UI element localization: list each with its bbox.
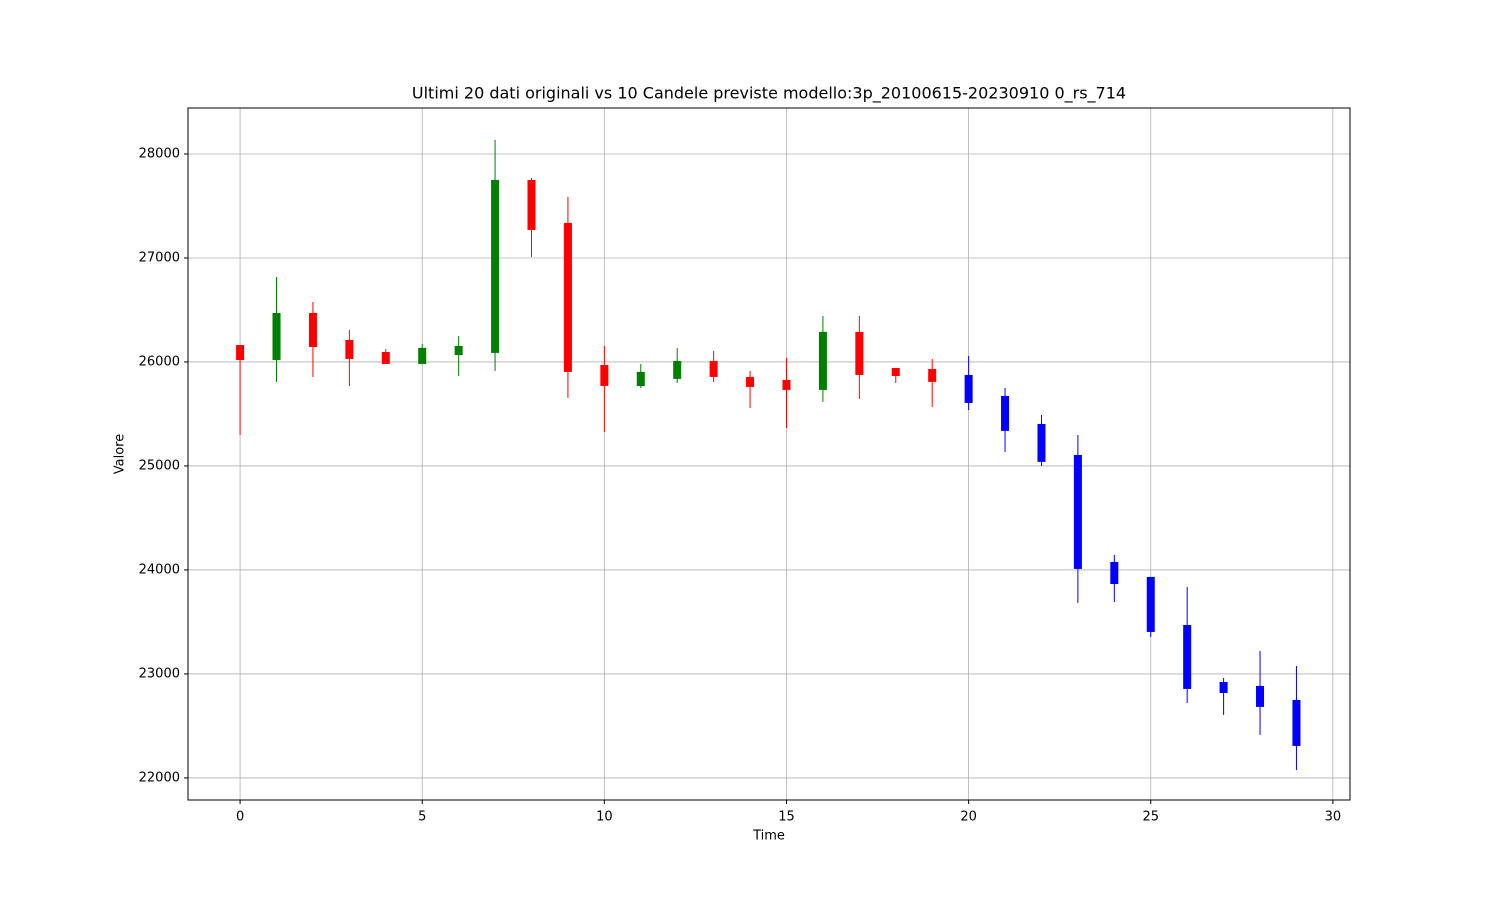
- y-tick-label: 24000: [139, 562, 180, 577]
- candle-body: [1037, 423, 1046, 462]
- candle-body: [782, 379, 791, 390]
- y-tick-label: 27000: [139, 250, 180, 265]
- candle-body: [673, 360, 682, 379]
- candle-body: [1219, 681, 1228, 693]
- candle-body: [1146, 576, 1155, 632]
- x-axis-label: Time: [752, 829, 785, 844]
- y-tick-label: 22000: [139, 770, 180, 785]
- candle-body: [600, 364, 609, 386]
- candle-body: [381, 351, 390, 364]
- candle-body: [855, 331, 864, 375]
- x-tick-label: 25: [1142, 810, 1159, 825]
- candle-body: [1256, 685, 1265, 707]
- candle-body: [709, 360, 718, 377]
- candle-body: [236, 345, 245, 360]
- candle-body: [563, 222, 572, 372]
- candle-body: [1292, 699, 1301, 746]
- plot-frame: [187, 107, 1351, 801]
- candle-body: [1110, 561, 1119, 584]
- candle-body: [272, 312, 281, 360]
- y-tick-label: 23000: [139, 666, 180, 681]
- y-tick-label: 25000: [139, 458, 180, 473]
- candle-body: [308, 312, 317, 347]
- x-tick-label: 15: [778, 810, 795, 825]
- candle-body: [1001, 395, 1010, 431]
- x-tick-label: 0: [236, 810, 244, 825]
- chart-title: Ultimi 20 dati originali vs 10 Candele p…: [412, 84, 1126, 104]
- candle-body: [491, 179, 500, 353]
- candle-body: [636, 371, 645, 386]
- x-tick-label: 5: [418, 810, 426, 825]
- x-tick-label: 30: [1325, 810, 1342, 825]
- candle-body: [454, 345, 463, 355]
- candle-body: [818, 331, 827, 390]
- y-axis-label: Valore: [113, 434, 128, 474]
- y-tick-label: 28000: [139, 146, 180, 161]
- candle-body: [418, 347, 427, 364]
- candle-body: [891, 367, 900, 377]
- x-tick-label: 10: [596, 810, 613, 825]
- candle-body: [1183, 624, 1192, 689]
- x-tick-label: 20: [960, 810, 977, 825]
- candle-body: [928, 368, 937, 382]
- candle-body: [964, 374, 973, 403]
- candle-body: [1073, 454, 1082, 569]
- candle-body: [527, 179, 536, 230]
- candle-body: [746, 376, 755, 387]
- candle-body: [345, 339, 354, 359]
- y-tick-label: 26000: [139, 354, 180, 369]
